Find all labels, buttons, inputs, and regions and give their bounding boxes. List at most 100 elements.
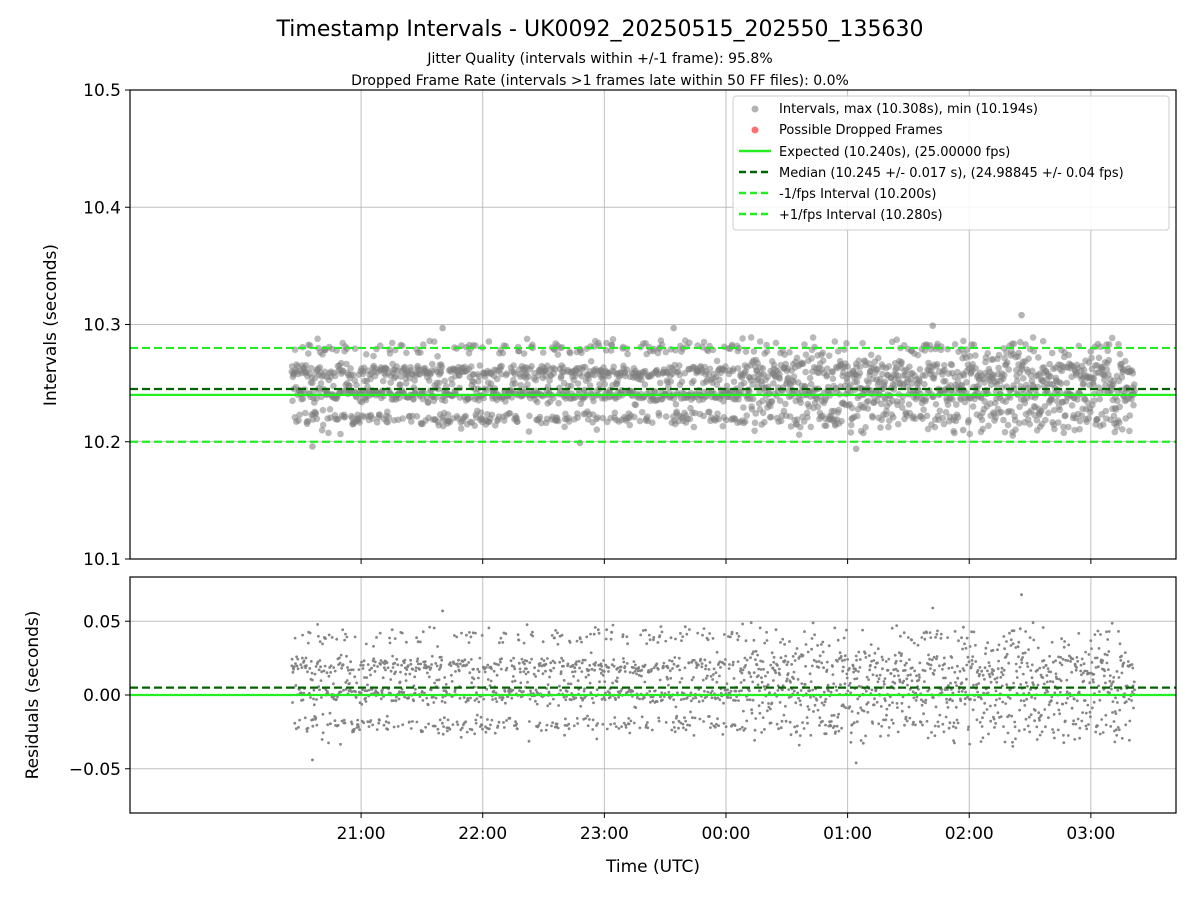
residual-point xyxy=(694,661,698,664)
interval-point xyxy=(388,339,396,347)
interval-point xyxy=(963,379,970,386)
residual-point xyxy=(418,667,421,671)
residual-point xyxy=(733,724,737,727)
residual-point xyxy=(852,721,856,725)
residual-point xyxy=(861,628,864,632)
residual-point xyxy=(1103,652,1107,656)
interval-point xyxy=(823,371,831,379)
interval-point xyxy=(501,417,508,424)
residual-point xyxy=(439,665,442,669)
residual-point xyxy=(1065,690,1069,694)
interval-point xyxy=(797,423,804,431)
residual-point xyxy=(827,689,830,693)
residual-point xyxy=(429,688,433,692)
interval-point xyxy=(384,418,392,426)
residual-point xyxy=(1053,691,1057,695)
residual-point xyxy=(1003,740,1007,744)
residual-point xyxy=(415,720,419,724)
residual-point xyxy=(712,667,716,671)
intervals-y-tick-label: 10.5 xyxy=(83,81,121,101)
interval-point xyxy=(385,413,393,421)
residual-point xyxy=(619,665,623,669)
residual-point xyxy=(1017,729,1021,733)
residual-point xyxy=(486,678,490,681)
residual-point xyxy=(690,678,694,682)
residuals-y-tick-label: −0.05 xyxy=(69,760,121,780)
interval-point xyxy=(1130,401,1137,409)
residual-point xyxy=(1070,706,1074,710)
residual-point xyxy=(859,706,863,710)
residual-point xyxy=(593,668,596,672)
residual-point xyxy=(797,743,801,747)
residual-point xyxy=(292,667,295,671)
residual-point xyxy=(556,631,559,635)
residual-point xyxy=(614,698,617,701)
residual-point xyxy=(1036,683,1040,687)
residual-point xyxy=(489,723,492,727)
residual-point xyxy=(1014,737,1017,741)
interval-point xyxy=(515,347,523,355)
residual-point xyxy=(791,655,795,658)
residual-point xyxy=(668,696,672,700)
residual-point xyxy=(917,678,921,682)
residual-point xyxy=(1092,672,1096,676)
legend: Intervals, max (10.308s), min (10.194s) … xyxy=(732,95,1170,231)
residual-point xyxy=(1090,647,1093,650)
residual-point xyxy=(379,697,383,701)
interval-point xyxy=(1088,354,1095,362)
residual-point xyxy=(876,647,880,651)
interval-point xyxy=(554,351,562,358)
residual-point xyxy=(638,697,641,701)
residual-point xyxy=(933,734,937,738)
residual-point xyxy=(1071,722,1075,726)
residual-point xyxy=(982,711,986,715)
interval-point xyxy=(488,411,496,419)
interval-point xyxy=(715,415,722,423)
interval-point xyxy=(809,334,817,341)
residual-point xyxy=(693,716,697,720)
residual-point xyxy=(1015,669,1018,673)
residual-point xyxy=(534,699,537,703)
interval-point xyxy=(337,430,344,438)
residual-point xyxy=(497,663,500,667)
interval-point xyxy=(1115,341,1122,348)
interval-point xyxy=(441,377,449,385)
residual-point xyxy=(427,722,430,726)
residual-point xyxy=(1002,668,1006,672)
residual-point xyxy=(726,696,730,699)
residual-point xyxy=(328,711,332,715)
interval-point xyxy=(1099,421,1107,428)
residual-point xyxy=(948,721,952,725)
residual-point xyxy=(1023,728,1026,731)
residual-point xyxy=(736,638,740,642)
interval-point xyxy=(759,409,767,417)
residual-point xyxy=(928,631,932,634)
residual-point xyxy=(748,698,752,702)
residual-point xyxy=(641,629,645,632)
interval-point xyxy=(632,401,640,409)
residual-point xyxy=(357,725,360,729)
residual-point xyxy=(333,719,337,723)
interval-point xyxy=(1097,343,1104,351)
residual-point xyxy=(555,722,559,726)
residual-point xyxy=(316,660,320,664)
residual-point xyxy=(510,696,514,700)
residual-point xyxy=(375,728,379,731)
residual-point xyxy=(993,703,997,707)
residual-point xyxy=(1027,648,1030,651)
residual-point xyxy=(1067,643,1071,647)
residual-point xyxy=(388,641,392,645)
interval-point xyxy=(995,364,1002,372)
residual-point xyxy=(1105,653,1109,657)
residual-point xyxy=(1036,646,1040,650)
residual-point xyxy=(1093,633,1097,636)
residual-point xyxy=(395,657,399,661)
residual-point xyxy=(350,690,354,694)
residual-point xyxy=(856,697,860,701)
residual-point xyxy=(356,723,360,727)
residual-point xyxy=(1042,659,1046,662)
residual-point xyxy=(996,667,1000,671)
residual-point xyxy=(340,719,344,723)
residual-point xyxy=(637,666,641,669)
residual-point xyxy=(940,688,943,691)
